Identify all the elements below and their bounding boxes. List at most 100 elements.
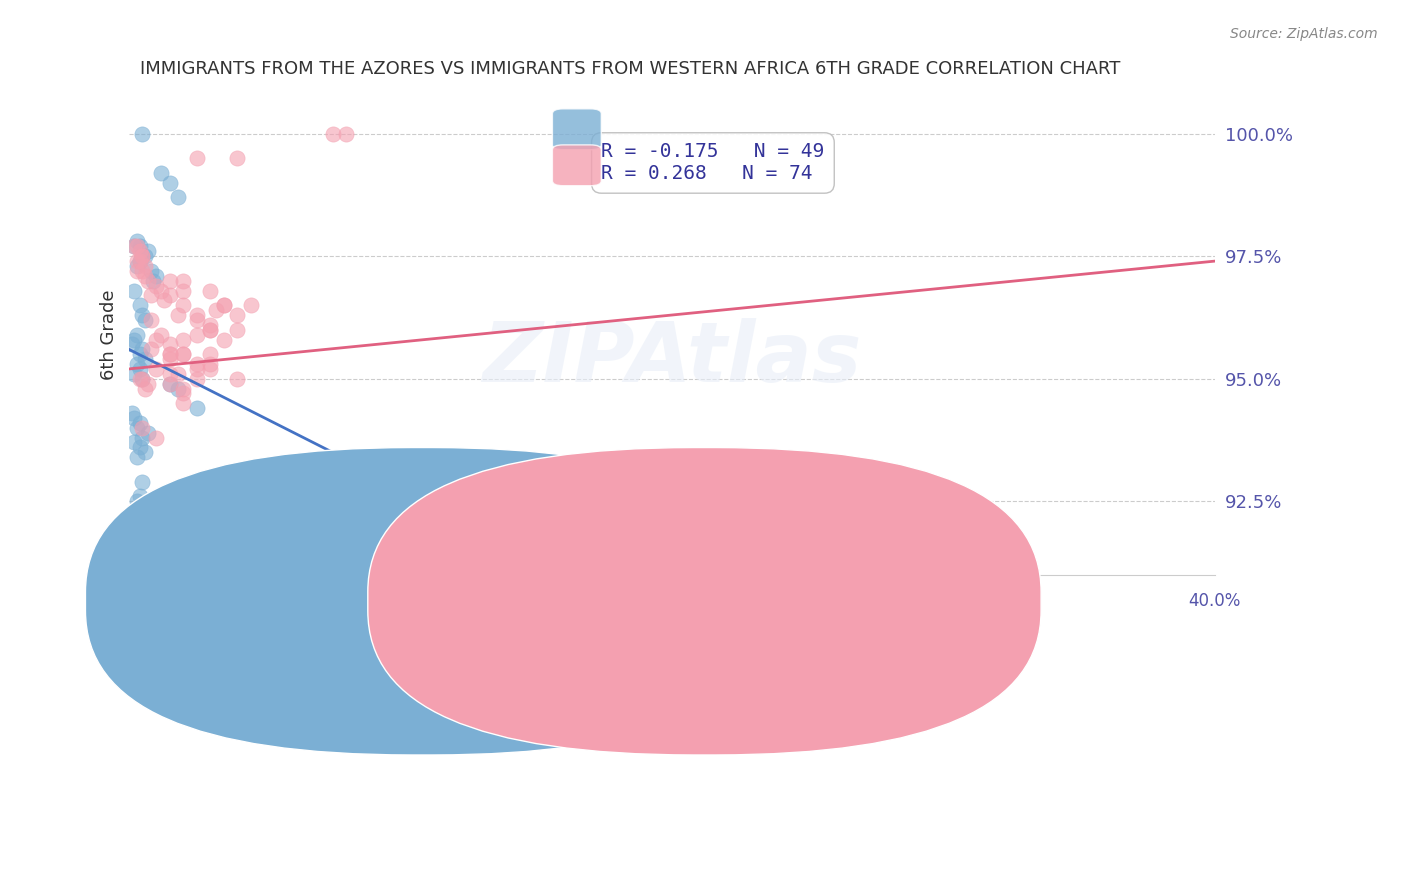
- Point: [136, 376, 159, 391]
- Point: [200, 323, 222, 337]
- Point: [159, 494, 181, 508]
- Point: [172, 386, 194, 401]
- Point: [128, 490, 150, 504]
- Point: [186, 313, 208, 327]
- Point: [134, 445, 156, 459]
- Point: [145, 431, 167, 445]
- Point: [128, 254, 150, 268]
- Point: [128, 372, 150, 386]
- FancyBboxPatch shape: [86, 448, 759, 755]
- Point: [200, 357, 222, 371]
- Point: [125, 254, 148, 268]
- Point: [128, 347, 150, 361]
- Point: [131, 264, 153, 278]
- Point: [159, 352, 181, 367]
- Point: [212, 494, 235, 508]
- Point: [128, 362, 150, 376]
- Point: [186, 401, 208, 416]
- Point: [186, 484, 208, 499]
- Point: [139, 288, 162, 302]
- Point: [186, 327, 208, 342]
- Point: [186, 372, 208, 386]
- Point: [124, 435, 146, 450]
- Point: [200, 362, 222, 376]
- Point: [226, 372, 249, 386]
- Text: Immigrants from the Azores: Immigrants from the Azores: [415, 604, 647, 622]
- Point: [172, 284, 194, 298]
- Point: [131, 249, 153, 263]
- Point: [128, 244, 150, 259]
- Point: [150, 327, 173, 342]
- Point: [136, 274, 159, 288]
- Point: [125, 235, 148, 249]
- Point: [150, 166, 173, 180]
- Point: [166, 367, 188, 381]
- Point: [172, 333, 194, 347]
- Point: [226, 308, 249, 322]
- Point: [134, 352, 156, 367]
- Point: [139, 528, 162, 542]
- Text: 40.0%: 40.0%: [1188, 592, 1241, 610]
- Point: [125, 421, 148, 435]
- Point: [136, 244, 159, 259]
- Point: [212, 484, 235, 499]
- Point: [172, 298, 194, 312]
- Point: [131, 372, 153, 386]
- Point: [145, 362, 167, 376]
- Point: [335, 127, 357, 141]
- Point: [172, 347, 194, 361]
- Point: [212, 333, 235, 347]
- Point: [159, 274, 181, 288]
- Point: [136, 563, 159, 577]
- Point: [159, 376, 181, 391]
- Point: [128, 441, 150, 455]
- Point: [172, 396, 194, 410]
- Point: [125, 259, 148, 273]
- Point: [200, 318, 222, 332]
- Text: Immigrants from Western Africa: Immigrants from Western Africa: [681, 604, 946, 622]
- Point: [124, 411, 146, 425]
- Y-axis label: 6th Grade: 6th Grade: [100, 289, 118, 380]
- Point: [145, 333, 167, 347]
- Point: [212, 298, 235, 312]
- Text: ZIPAtlas: ZIPAtlas: [482, 318, 862, 399]
- Point: [145, 278, 167, 293]
- Point: [166, 382, 188, 396]
- Point: [128, 239, 150, 253]
- Point: [226, 151, 249, 165]
- Point: [125, 327, 148, 342]
- Point: [172, 382, 194, 396]
- Point: [139, 264, 162, 278]
- Point: [159, 376, 181, 391]
- Point: [153, 293, 176, 308]
- Point: [124, 239, 146, 253]
- Text: R = -0.175   N = 49
R = 0.268   N = 74: R = -0.175 N = 49 R = 0.268 N = 74: [602, 143, 824, 184]
- Point: [204, 303, 226, 318]
- Point: [131, 249, 153, 263]
- Point: [121, 337, 143, 351]
- Point: [166, 308, 188, 322]
- Point: [125, 264, 148, 278]
- Point: [134, 249, 156, 263]
- Text: 0.0%: 0.0%: [108, 592, 150, 610]
- Point: [124, 367, 146, 381]
- Point: [159, 347, 181, 361]
- Point: [136, 425, 159, 440]
- Point: [125, 239, 148, 253]
- Point: [131, 372, 153, 386]
- Point: [240, 298, 263, 312]
- Point: [128, 254, 150, 268]
- Point: [172, 274, 194, 288]
- Point: [186, 357, 208, 371]
- Point: [134, 313, 156, 327]
- Point: [139, 343, 162, 357]
- Point: [200, 323, 222, 337]
- Point: [159, 288, 181, 302]
- Point: [131, 308, 153, 322]
- Point: [142, 274, 165, 288]
- Point: [124, 333, 146, 347]
- Point: [131, 343, 153, 357]
- Point: [134, 382, 156, 396]
- Point: [131, 249, 153, 263]
- Point: [131, 431, 153, 445]
